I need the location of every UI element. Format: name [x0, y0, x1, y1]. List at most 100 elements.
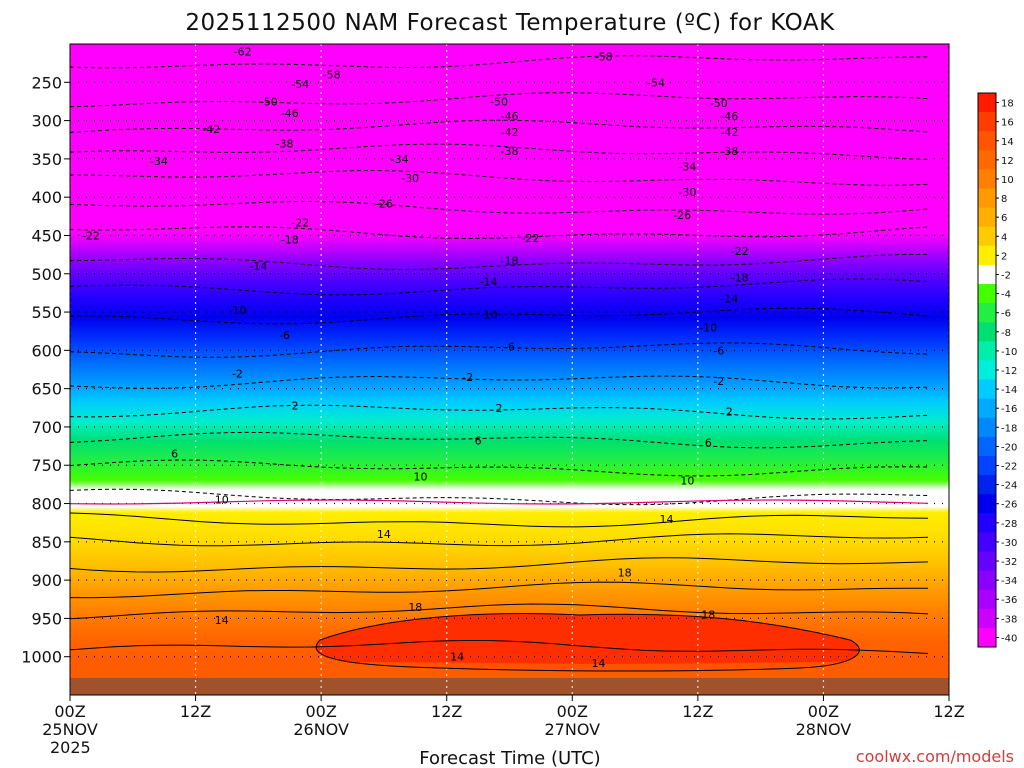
contour-label: 18	[408, 601, 422, 614]
colorbar-label: -16	[1001, 404, 1017, 415]
colorbar-swatch	[978, 226, 996, 247]
contour-label: -14	[720, 292, 738, 305]
colorbar: 18 16 14 12 10 8 6 4 2 -2 -4 -6 -8 -10 -12 -14 -16 -18 -20…	[977, 92, 1017, 648]
contour-label: -46	[720, 110, 738, 123]
contour-label: -42	[720, 126, 738, 139]
colorbar-swatch	[978, 284, 996, 304]
colorbar-swatch	[978, 417, 996, 438]
contour-line	[70, 119, 929, 133]
contour-line	[70, 200, 929, 215]
colorbar-swatch	[978, 570, 996, 591]
contour-label: 14	[591, 657, 605, 670]
colorbar-label: -8	[1001, 328, 1011, 339]
contour-line-18	[315, 613, 860, 672]
contour-label: 10	[414, 471, 428, 484]
contour-label: -22	[731, 245, 749, 258]
contour-label: 14	[659, 513, 673, 526]
contour-line	[70, 404, 929, 420]
pressure-tick-label-450: 450	[31, 226, 62, 245]
contour-label: -26	[673, 209, 691, 222]
contour-label: -34	[150, 155, 168, 168]
pressure-tick-label-650: 650	[31, 380, 62, 399]
colorbar-swatch	[978, 131, 996, 151]
pressure-tick-label-950: 950	[31, 609, 62, 628]
colorbar-label: -18	[1001, 423, 1017, 434]
time-tick-label: 12Z	[682, 702, 713, 721]
zero-isotherm	[70, 499, 929, 505]
contour-label: -50	[260, 95, 278, 108]
contour-label: -42	[202, 123, 220, 136]
colorbar-label: 12	[1001, 156, 1014, 167]
colorbar-label: 4	[1001, 232, 1007, 243]
time-tick-label: 25NOV	[42, 720, 98, 739]
colorbar-label: 18	[1001, 99, 1014, 110]
credit-text: coolwx.com/models	[856, 747, 1014, 766]
contour-label: 14	[215, 614, 229, 627]
contour-label: -22	[82, 229, 100, 242]
contour-line	[70, 342, 929, 358]
contour-label: -38	[501, 145, 519, 158]
colorbar-label: -2	[1001, 270, 1011, 281]
contour-label: 2	[726, 406, 733, 419]
colorbar-label: -20	[1001, 442, 1017, 453]
colorbar-swatch	[978, 188, 996, 209]
warm-core-region	[316, 613, 860, 671]
contour-label: -22	[521, 232, 539, 245]
contour-line	[70, 581, 929, 599]
pressure-tick-label-300: 300	[31, 112, 62, 131]
time-tick-label: 12Z	[933, 702, 964, 721]
colorbar-label: 10	[1001, 175, 1014, 186]
colorbar-swatch	[978, 608, 996, 629]
colorbar-swatch	[978, 150, 996, 170]
contour-label: -58	[323, 69, 341, 82]
contour-label: 18	[701, 609, 715, 622]
colorbar-label: -4	[1001, 290, 1011, 301]
colorbar-label: -40	[1001, 633, 1017, 644]
colorbar-label: 2	[1001, 251, 1007, 262]
colorbar-swatch	[978, 627, 996, 648]
contour-line	[70, 533, 929, 547]
contour-label: -38	[276, 138, 294, 151]
pressure-tick-label-900: 900	[31, 571, 62, 590]
contour-label: -22	[291, 216, 309, 229]
pressure-grid	[70, 44, 949, 695]
contour-line	[70, 278, 929, 296]
contour-label: -46	[281, 107, 299, 120]
colorbar-swatch	[978, 551, 996, 572]
colorbar-swatch	[978, 398, 996, 419]
contour-line	[70, 169, 929, 186]
contour-label: 6	[705, 436, 712, 449]
colorbar-swatch	[978, 322, 996, 342]
colorbar-label: -6	[1001, 309, 1011, 320]
contour-label: -34	[391, 153, 409, 166]
contour-label: -50	[490, 95, 508, 108]
pressure-tick-label-750: 750	[31, 456, 62, 475]
colorbar-label: -32	[1001, 557, 1017, 568]
contour-line	[70, 603, 929, 620]
colorbar-swatch	[978, 494, 996, 514]
contour-label: -10	[699, 321, 717, 334]
pressure-tick-label-800: 800	[31, 495, 62, 514]
colorbar-swatch	[978, 303, 996, 323]
contour-label: -18	[281, 233, 299, 246]
pressure-tick-label-500: 500	[31, 265, 62, 284]
contour-label: 10	[215, 494, 229, 507]
contour-line	[70, 512, 929, 528]
time-tick-label: 2025	[50, 738, 91, 757]
contour-label: -38	[720, 145, 738, 158]
contour-label: -30	[678, 186, 696, 199]
colorbar-label: -36	[1001, 595, 1017, 606]
time-tick-label: 26NOV	[293, 720, 349, 739]
time-tick-label: 00Z	[808, 702, 839, 721]
plot-area: -62 -58-58-54 -54-50 -50 -50-46 -46 -46-42 -42-…	[70, 44, 949, 695]
colorbar-swatch	[978, 93, 996, 113]
contour-label: -10	[228, 304, 246, 317]
contour-label: -6	[279, 329, 290, 342]
colorbar-swatch	[978, 436, 996, 457]
contour-labels: -62 -58-58-54 -54-50 -50 -50-46 -46 -46-42 -42-…	[82, 46, 749, 670]
temperature-field	[70, 44, 949, 695]
colorbar-swatch	[978, 589, 996, 610]
contour-label: -62	[234, 46, 252, 59]
contour-label: -54	[291, 78, 309, 91]
time-tick-label: 00Z	[54, 702, 85, 721]
